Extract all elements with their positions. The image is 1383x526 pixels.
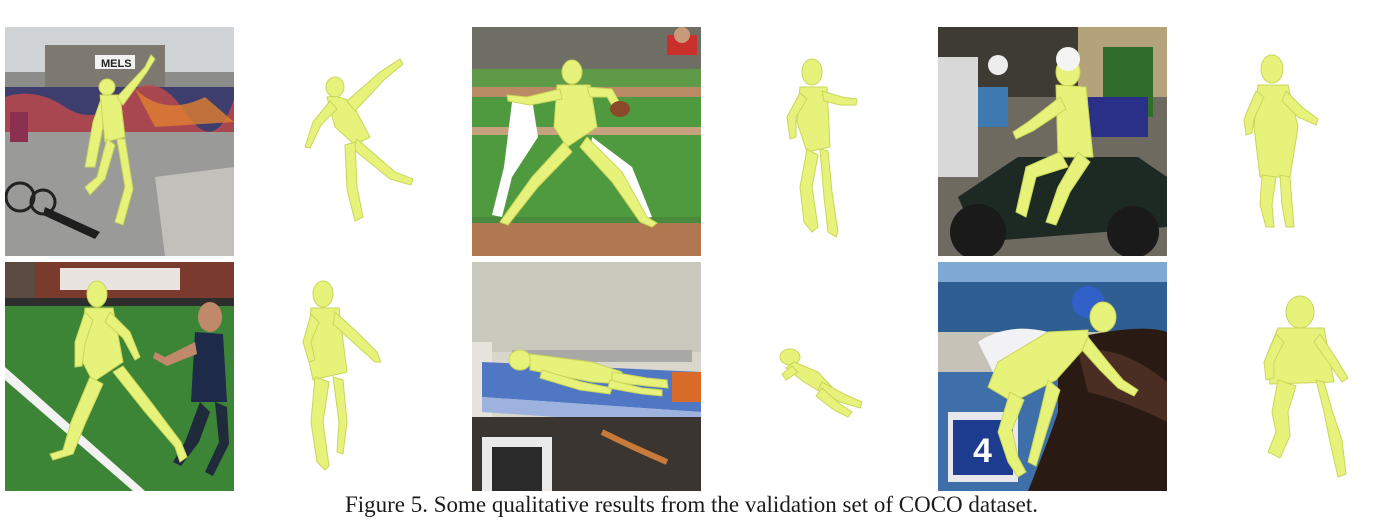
photo-hospital-bed [472,262,701,491]
saddle-number: 4 [973,432,992,470]
mesh-render-scooter-rider [1220,27,1370,256]
figure-caption: Figure 5. Some qualitative results from … [344,492,1039,517]
photo-soccer-players [5,262,234,491]
mesh-render-hospital-bed [752,262,902,491]
photo-jockey: 4 [938,262,1167,491]
photo-baseball-pitcher [472,27,701,256]
mesh-render-baseball-pitcher [752,27,902,256]
mesh-render-skateboarder [285,27,435,256]
mesh-render-soccer-player [285,262,435,491]
sign-text: MELS [101,58,132,70]
photo-skateboarder: MELS [5,27,234,256]
photo-scooter-rider [938,27,1167,256]
mesh-render-jockey [1220,262,1370,491]
